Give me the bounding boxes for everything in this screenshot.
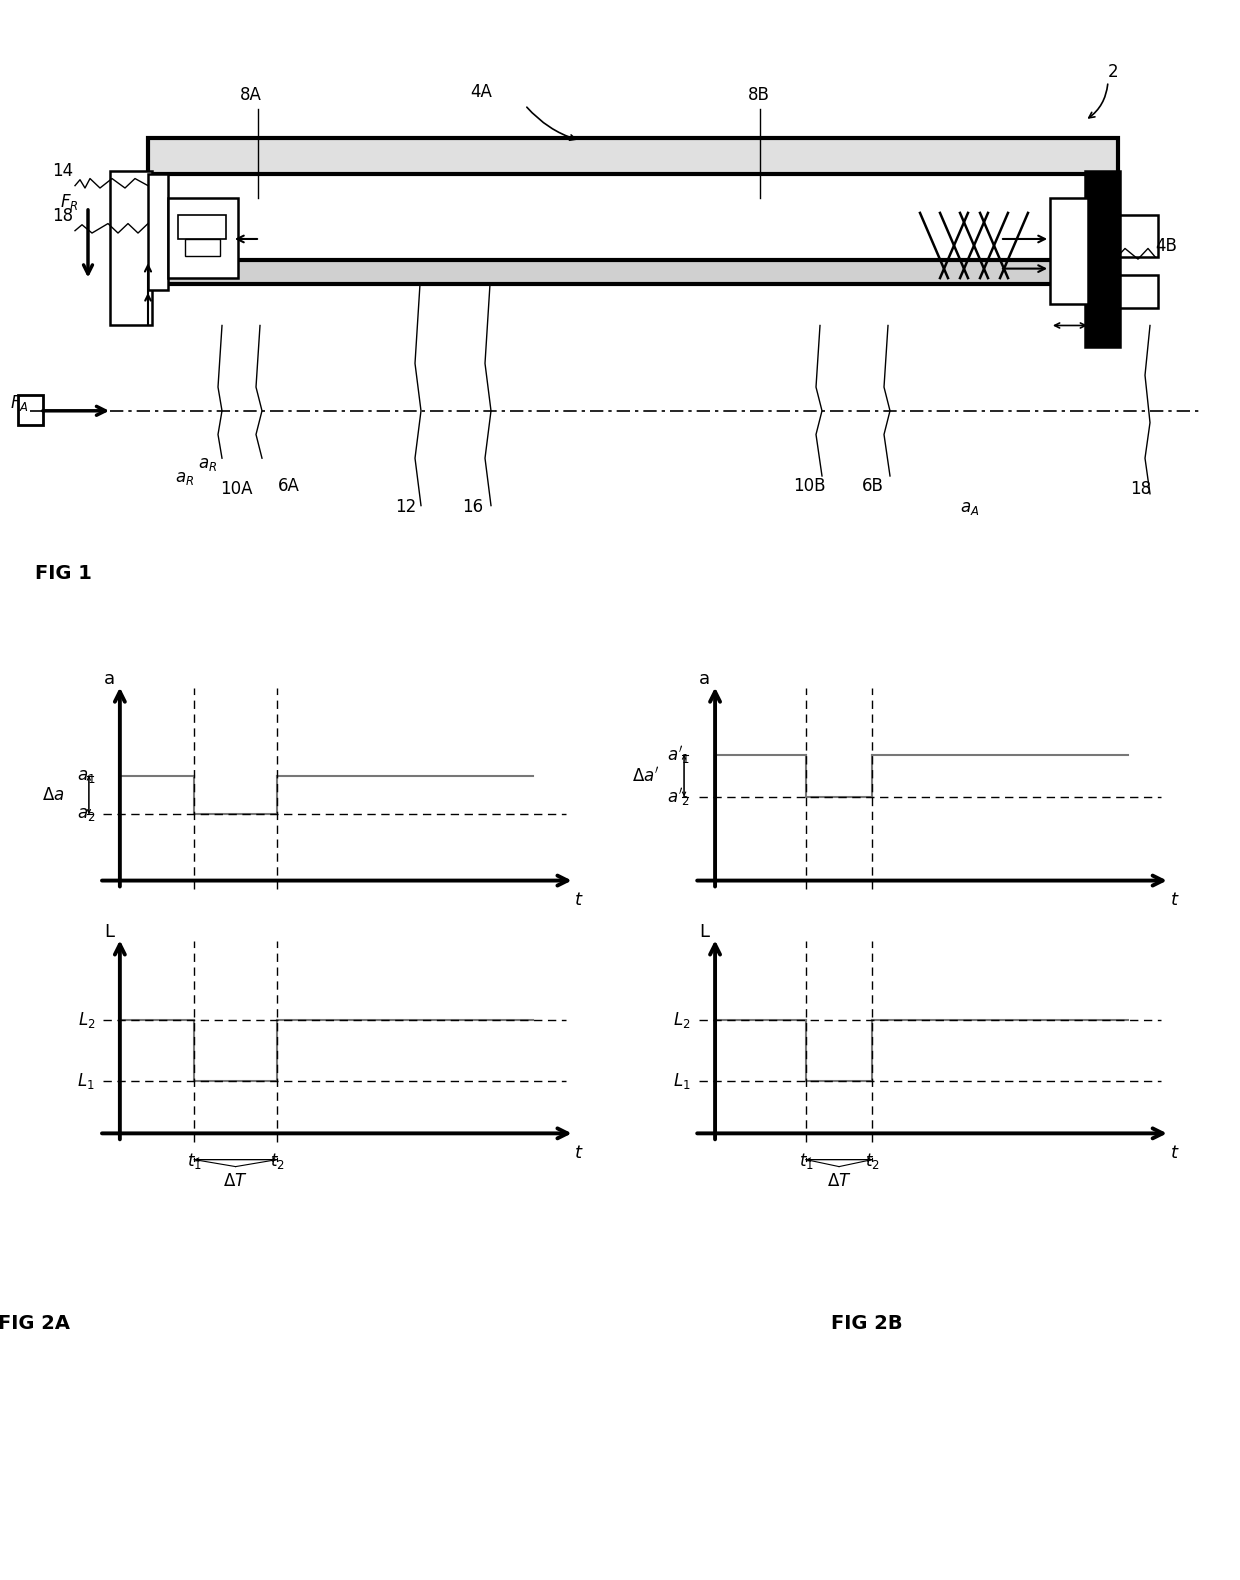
Text: FIG 2B: FIG 2B bbox=[831, 1315, 903, 1334]
Text: t: t bbox=[1171, 891, 1177, 908]
Text: $L_1$: $L_1$ bbox=[672, 1071, 691, 1090]
Text: $t_2$: $t_2$ bbox=[269, 1150, 284, 1171]
Text: 4A: 4A bbox=[470, 82, 492, 101]
Bar bbox=[185, 239, 219, 256]
Text: 8A: 8A bbox=[241, 87, 262, 104]
Text: 14: 14 bbox=[52, 163, 73, 180]
Bar bbox=[1120, 275, 1158, 308]
Text: 16: 16 bbox=[463, 498, 484, 515]
Text: 4B: 4B bbox=[1154, 237, 1177, 254]
Text: $a_A$: $a_A$ bbox=[960, 499, 980, 517]
Text: 6B: 6B bbox=[862, 477, 884, 496]
Text: t: t bbox=[1171, 1144, 1177, 1161]
Text: $a'_1$: $a'_1$ bbox=[667, 744, 691, 766]
Text: $t_2$: $t_2$ bbox=[864, 1150, 879, 1171]
Text: FIG 2A: FIG 2A bbox=[0, 1315, 69, 1334]
Text: $L_2$: $L_2$ bbox=[673, 1010, 691, 1030]
Bar bbox=[1050, 198, 1087, 303]
Text: a: a bbox=[104, 670, 115, 689]
Text: $\Delta T$: $\Delta T$ bbox=[223, 1172, 248, 1190]
Text: $F_R$: $F_R$ bbox=[60, 193, 78, 212]
Bar bbox=[148, 261, 1118, 284]
Text: $a'_2$: $a'_2$ bbox=[667, 785, 691, 807]
Text: $a_1$: $a_1$ bbox=[77, 766, 95, 785]
Bar bbox=[19, 395, 43, 425]
Text: $t_1$: $t_1$ bbox=[799, 1150, 813, 1171]
Text: 10A: 10A bbox=[219, 480, 253, 498]
Text: $\Delta a$: $\Delta a$ bbox=[42, 785, 64, 804]
Bar bbox=[1120, 215, 1158, 256]
Text: t: t bbox=[575, 891, 582, 908]
Text: $\Delta a'$: $\Delta a'$ bbox=[632, 766, 660, 785]
Text: $L_2$: $L_2$ bbox=[78, 1010, 95, 1030]
Text: $F_A$: $F_A$ bbox=[10, 393, 29, 414]
Text: 6A: 6A bbox=[278, 477, 300, 496]
Text: $L_1$: $L_1$ bbox=[77, 1071, 95, 1090]
Text: 12: 12 bbox=[396, 498, 417, 515]
Text: $t_1$: $t_1$ bbox=[187, 1150, 202, 1171]
Text: 18: 18 bbox=[1130, 480, 1151, 498]
Bar bbox=[148, 174, 167, 291]
Text: 2: 2 bbox=[1109, 63, 1118, 81]
Text: $a_R$: $a_R$ bbox=[198, 455, 217, 472]
Bar bbox=[110, 172, 153, 325]
Text: $\Delta T$: $\Delta T$ bbox=[827, 1172, 852, 1190]
Text: a: a bbox=[699, 670, 711, 689]
Text: 10B: 10B bbox=[794, 477, 826, 496]
Text: L: L bbox=[699, 923, 709, 942]
Text: $a_R$: $a_R$ bbox=[175, 469, 195, 487]
Text: 18: 18 bbox=[52, 207, 73, 226]
Bar bbox=[179, 215, 226, 239]
Bar bbox=[148, 139, 1118, 174]
Text: $a_2$: $a_2$ bbox=[77, 806, 95, 823]
Text: FIG 1: FIG 1 bbox=[35, 564, 92, 583]
Text: t: t bbox=[575, 1144, 582, 1161]
Text: 8B: 8B bbox=[748, 87, 770, 104]
Text: L: L bbox=[104, 923, 114, 942]
Bar bbox=[167, 198, 238, 278]
Bar bbox=[1085, 172, 1120, 346]
